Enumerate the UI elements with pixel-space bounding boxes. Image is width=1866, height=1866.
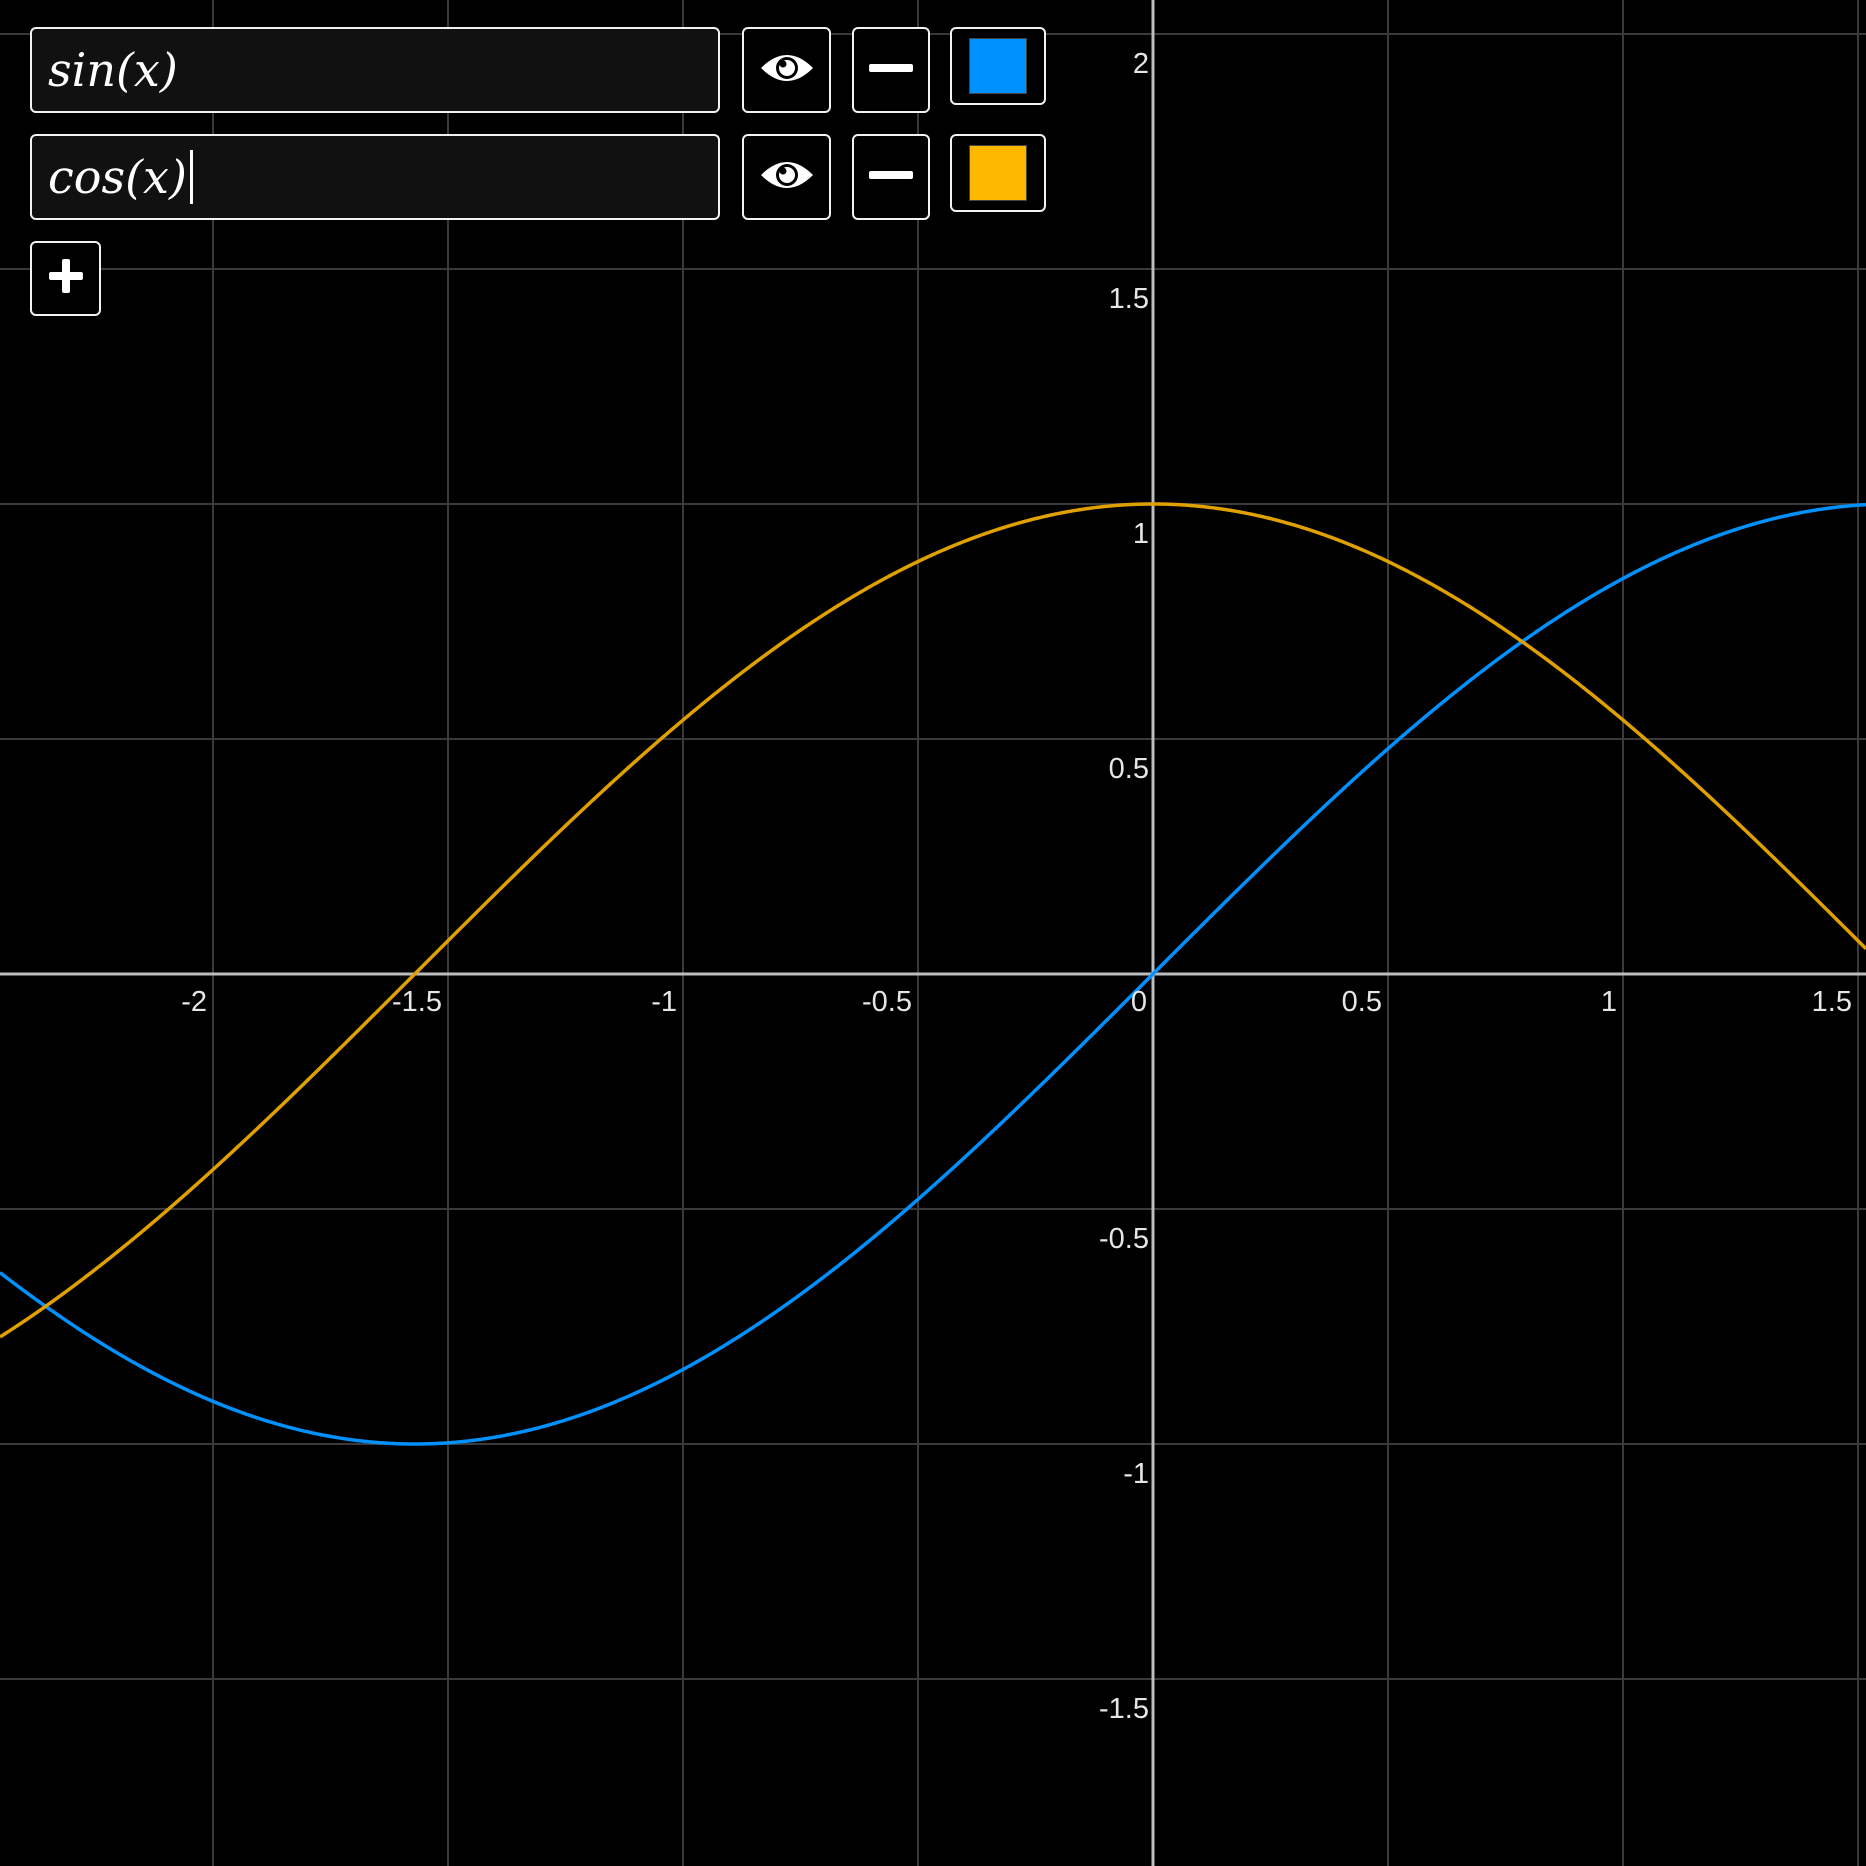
x-tick-label: 1: [1601, 986, 1617, 1018]
color-swatch: [969, 145, 1027, 201]
y-tick-label: 1: [1133, 518, 1149, 550]
y-tick-label: 1.5: [1109, 283, 1149, 315]
delete-expression-button[interactable]: [852, 27, 930, 113]
minus-icon: [869, 168, 913, 186]
color-swatch: [969, 38, 1027, 94]
eye-icon: [758, 155, 816, 200]
series-cos-curve: [0, 502, 1866, 1339]
y-tick-label: 2: [1133, 48, 1149, 80]
plus-icon: [47, 257, 85, 300]
x-tick-label: 0: [1131, 986, 1147, 1018]
delete-expression-button[interactable]: [852, 134, 930, 220]
series-sin-curve: [0, 502, 1866, 1446]
visibility-toggle-button[interactable]: [742, 27, 831, 113]
add-expression-button[interactable]: [30, 241, 101, 316]
eye-icon: [758, 48, 816, 93]
minus-icon: [869, 61, 913, 79]
expression-text: sin(x): [48, 43, 178, 97]
tick-labels: -2 -1.5 -1 -0.5 0 0.5 1 1.5 -1.5 -1 -0.5 0.5 1 1.5 2: [181, 48, 1852, 1725]
color-picker-button[interactable]: [950, 27, 1046, 105]
color-picker-button[interactable]: [950, 134, 1046, 212]
x-tick-label: 0.5: [1342, 986, 1382, 1018]
x-tick-label: -1.5: [392, 986, 442, 1018]
y-tick-label: 0.5: [1109, 753, 1149, 785]
expression-text: cos(x): [48, 150, 187, 204]
x-tick-label: -1: [651, 986, 677, 1018]
y-tick-label: -0.5: [1099, 1223, 1149, 1255]
expression-input-cos[interactable]: cos(x): [30, 134, 720, 220]
text-cursor: [189, 150, 193, 204]
y-tick-label: -1.5: [1099, 1693, 1149, 1725]
x-tick-label: 1.5: [1812, 986, 1852, 1018]
visibility-toggle-button[interactable]: [742, 134, 831, 220]
function-curves: [0, 502, 1866, 1446]
x-tick-label: -0.5: [862, 986, 912, 1018]
y-tick-label: -1: [1123, 1458, 1149, 1490]
expression-input-sin[interactable]: sin(x): [30, 27, 720, 113]
x-tick-label: -2: [181, 986, 207, 1018]
